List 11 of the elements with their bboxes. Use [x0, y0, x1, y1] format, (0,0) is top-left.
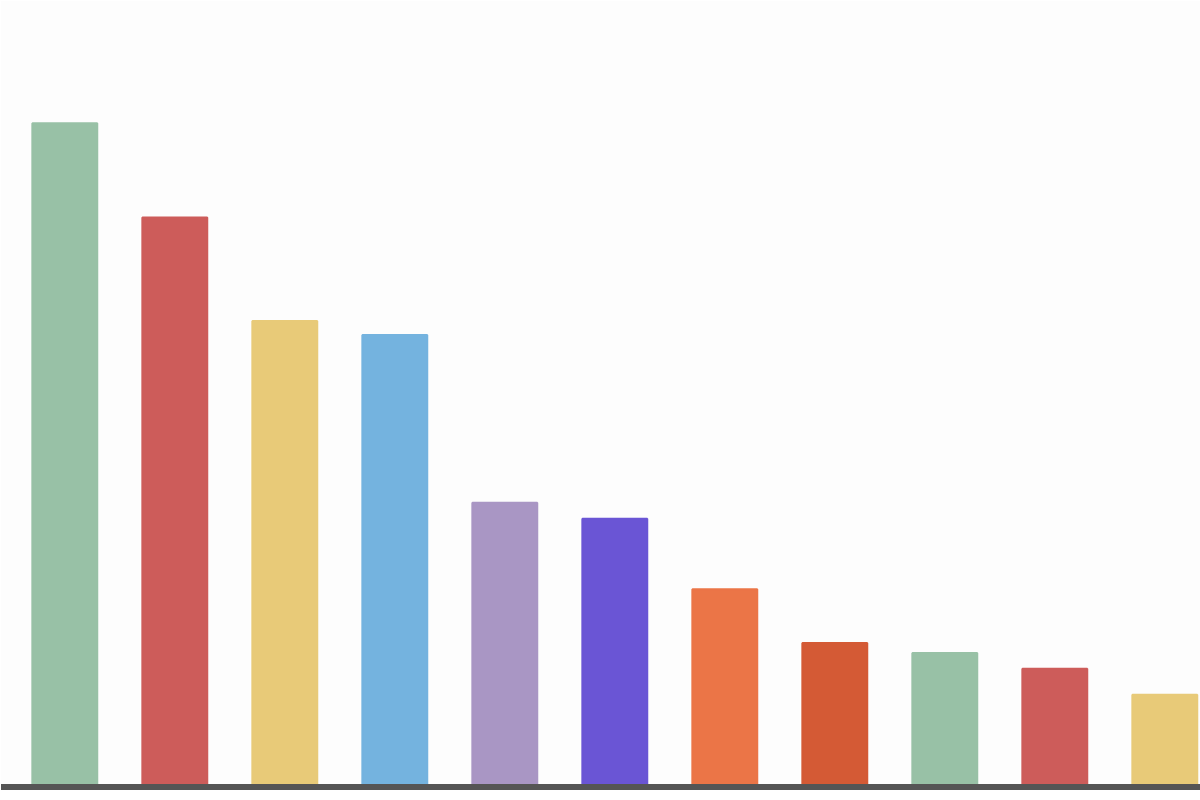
bar [1021, 667, 1089, 787]
bar [1131, 693, 1199, 787]
bar [911, 651, 979, 787]
bar [581, 517, 649, 787]
bar [691, 588, 759, 787]
bar [251, 319, 319, 787]
bar [141, 216, 209, 787]
bar [31, 122, 99, 787]
bar [471, 501, 539, 787]
bar [801, 641, 869, 787]
bar [361, 333, 429, 787]
